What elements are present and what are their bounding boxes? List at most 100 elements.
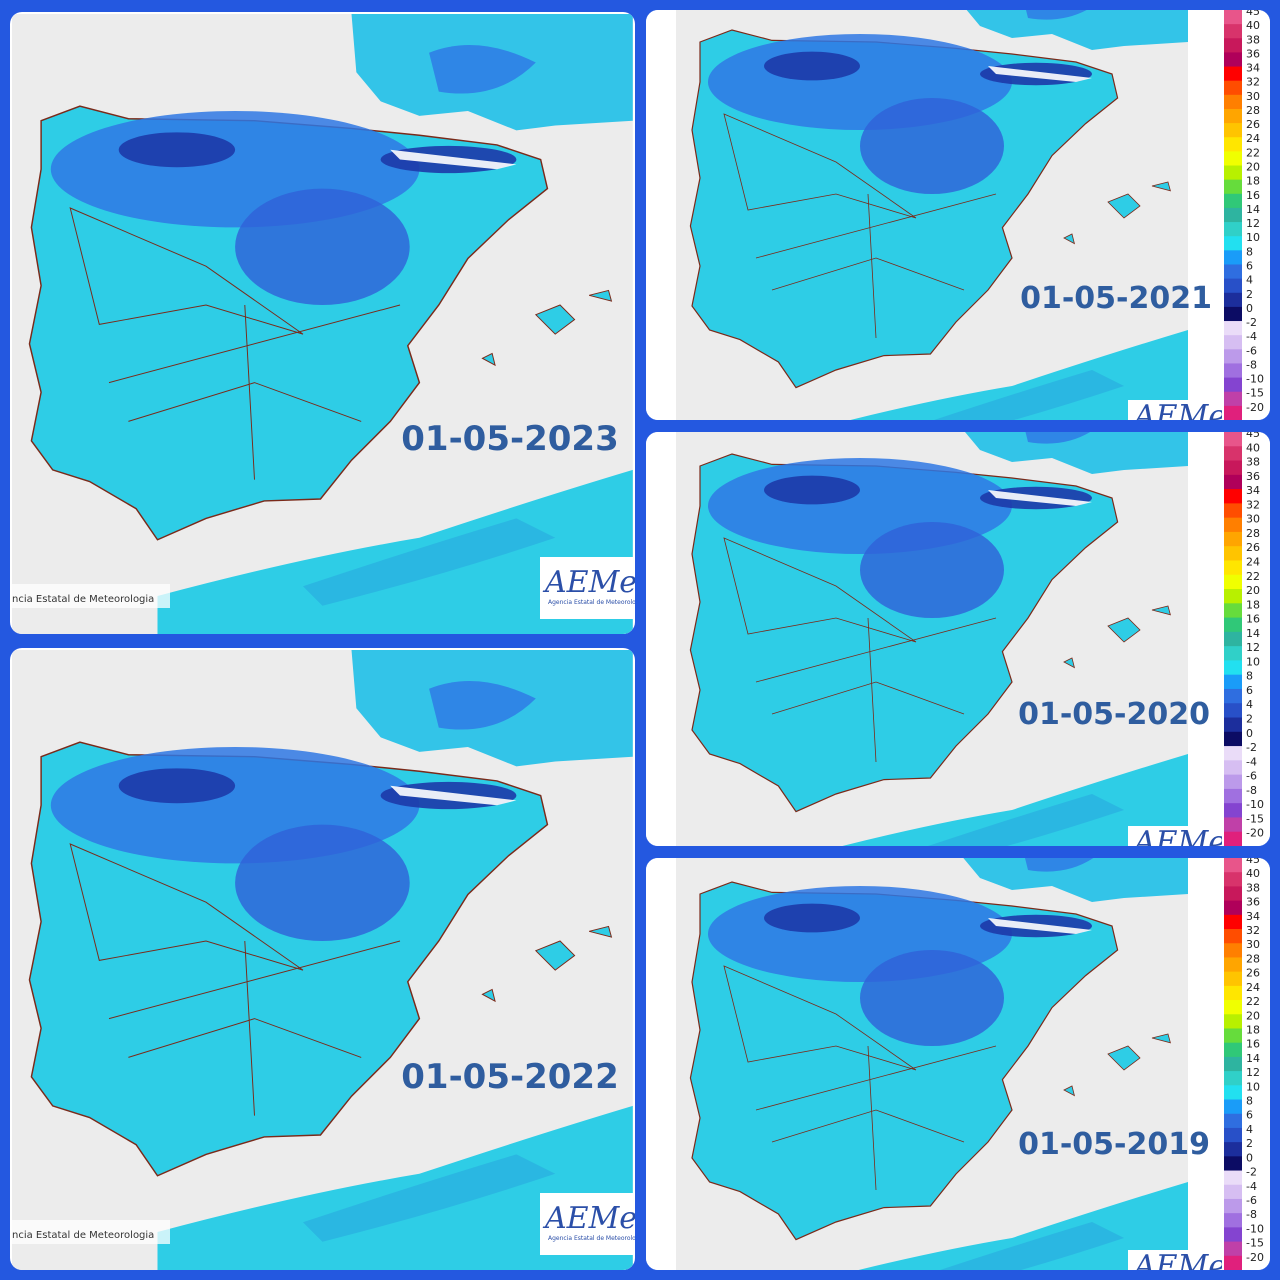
map <box>675 432 1189 846</box>
colorbar-swatch <box>1224 1000 1242 1015</box>
colorbar-swatch <box>1224 817 1242 833</box>
colorbar-swatch <box>1224 631 1242 647</box>
colorbar-swatch <box>1224 717 1242 733</box>
colorbar-label: 10 <box>1246 655 1260 668</box>
colorbar-label: 6 <box>1246 259 1253 272</box>
colorbar-swatch <box>1224 731 1242 747</box>
colorbar-swatch <box>1224 957 1242 973</box>
colorbar-swatch <box>1224 1014 1242 1029</box>
colorbar-swatch <box>1224 617 1242 633</box>
colorbar-swatch <box>1224 236 1242 251</box>
colorbar-label: 18 <box>1246 175 1260 188</box>
colorbar-swatch <box>1224 788 1242 804</box>
colorbar-label: 30 <box>1246 513 1260 526</box>
temperature-map <box>675 10 1189 420</box>
colorbar-swatch <box>1224 52 1242 68</box>
colorbar-label: -8 <box>1246 784 1257 797</box>
map <box>675 858 1189 1270</box>
colorbar-label: 24 <box>1246 132 1260 145</box>
colorbar-label: -15 <box>1246 1237 1264 1250</box>
map-panel: 01-05-2019AEMet4540383634323028262422201… <box>646 858 1270 1270</box>
date-label: 01-05-2019 <box>1018 1127 1210 1162</box>
colorbar-swatch <box>1224 589 1242 604</box>
date-label: 01-05-2020 <box>1018 697 1210 732</box>
colorbar-swatch <box>1224 250 1242 265</box>
date-label: 01-05-2021 <box>1020 281 1212 316</box>
map-left-margin <box>646 432 674 846</box>
colorbar-swatch <box>1224 646 1242 661</box>
colorbar-swatch <box>1224 943 1242 958</box>
logo-box <box>1128 1250 1218 1270</box>
colorbar-swatch <box>1224 474 1242 490</box>
colorbar-swatch <box>1224 886 1242 902</box>
colorbar-swatch <box>1224 688 1242 704</box>
colorbar-label: 0 <box>1246 1151 1253 1164</box>
colorbar-label: 16 <box>1246 189 1260 202</box>
colorbar-swatch <box>1224 108 1242 124</box>
colorbar-swatch <box>1224 803 1242 818</box>
colorbar-swatch <box>1224 292 1242 308</box>
colorbar-swatch <box>1224 1028 1242 1044</box>
colorbar-label: 38 <box>1246 456 1260 469</box>
colorbar-label: -20 <box>1246 827 1264 840</box>
temperature-map <box>675 858 1189 1270</box>
colorbar-swatch <box>1224 405 1242 420</box>
colorbar-swatch <box>1224 1085 1242 1101</box>
colorbar-swatch <box>1224 1198 1242 1214</box>
colorbar-label: -10 <box>1246 798 1264 811</box>
colorbar-swatch <box>1224 1241 1242 1257</box>
colorbar-label: -20 <box>1246 401 1264 414</box>
colorbar-swatch <box>1224 746 1242 761</box>
colorbar-label: 24 <box>1246 981 1260 994</box>
colorbar-label: 40 <box>1246 441 1260 454</box>
colorbar-label: -2 <box>1246 1166 1257 1179</box>
colorbar-swatch <box>1224 1071 1242 1086</box>
colorbar-swatch <box>1224 858 1242 873</box>
colorbar-label: 24 <box>1246 555 1260 568</box>
colorbar-swatch <box>1224 560 1242 576</box>
colorbar-swatch <box>1224 517 1242 533</box>
colorbar-swatch <box>1224 222 1242 237</box>
colorbar-swatch <box>1224 1156 1242 1172</box>
colorbar-label: 20 <box>1246 161 1260 174</box>
colorbar-swatch <box>1224 179 1242 195</box>
map <box>11 649 634 1270</box>
colorbar-label: 32 <box>1246 76 1260 89</box>
colorbar-label: -10 <box>1246 373 1264 386</box>
colorbar-label: 6 <box>1246 1109 1253 1122</box>
map-left-margin <box>646 858 674 1270</box>
colorbar-label: -15 <box>1246 812 1264 825</box>
colorbar-swatch <box>1224 66 1242 82</box>
colorbar-label: 12 <box>1246 217 1260 230</box>
colorbar-label: 36 <box>1246 470 1260 483</box>
colorbar-label: -6 <box>1246 1194 1257 1207</box>
colorbar-swatch <box>1224 321 1242 336</box>
colorbar-label: -8 <box>1246 358 1257 371</box>
temperature-map <box>11 649 634 1270</box>
map-panel: 01-05-2020AEMet4540383634323028262422201… <box>646 432 1270 846</box>
colorbar-label: 38 <box>1246 881 1260 894</box>
colorbar-swatch <box>1224 574 1242 590</box>
colorbar-label: -6 <box>1246 344 1257 357</box>
colorbar-swatch <box>1224 971 1242 987</box>
colorbar-swatch <box>1224 546 1242 561</box>
colorbar-label: 38 <box>1246 33 1260 46</box>
colorbar-label: 34 <box>1246 62 1260 75</box>
colorbar-label: 2 <box>1246 1137 1253 1150</box>
colorbar-swatch <box>1224 1127 1242 1143</box>
colorbar-swatch <box>1224 391 1242 407</box>
colorbar-label: 8 <box>1246 1095 1253 1108</box>
colorbar-swatch <box>1224 377 1242 393</box>
colorbar-label: 18 <box>1246 1023 1260 1036</box>
colorbar-label: 2 <box>1246 713 1253 726</box>
colorbar-swatch <box>1224 349 1242 364</box>
colorbar-swatch <box>1224 278 1242 294</box>
colorbar-swatch <box>1224 207 1242 223</box>
colorbar-label: 14 <box>1246 627 1260 640</box>
map-panel: 01-05-2021AEMet4540383634323028262422201… <box>646 10 1270 420</box>
colorbar-label: 14 <box>1246 1052 1260 1065</box>
colorbar-label: -6 <box>1246 770 1257 783</box>
logo-box <box>540 1193 635 1255</box>
colorbar-label: -8 <box>1246 1208 1257 1221</box>
